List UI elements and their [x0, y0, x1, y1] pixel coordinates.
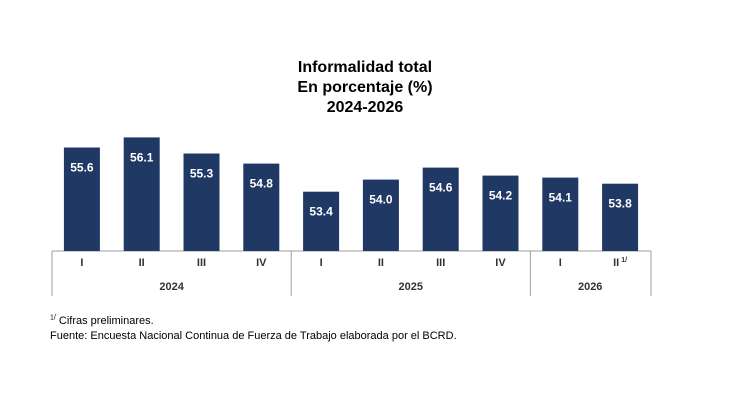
bar: [183, 153, 220, 251]
footnote-preliminary-text: Cifras preliminares.: [58, 315, 154, 327]
bar: [123, 137, 160, 251]
bar: [542, 177, 579, 251]
x-tick-label: I: [80, 257, 83, 269]
x-tick-label: II: [378, 257, 384, 269]
group-label: 2026: [578, 281, 602, 293]
data-label: 53.8: [608, 197, 632, 211]
chart-title: Informalidad total En porcentaje (%) 202…: [0, 58, 730, 118]
data-label: 55.3: [190, 167, 214, 181]
group-label: 2024: [159, 281, 184, 293]
data-label: 54.0: [369, 193, 393, 207]
x-tick-label: III: [436, 257, 445, 269]
x-tick-label: I: [559, 257, 562, 269]
data-label: 53.4: [309, 205, 333, 219]
data-label: 56.1: [130, 150, 154, 164]
bar: [303, 191, 340, 251]
bar: [362, 179, 399, 251]
x-tick-label: II: [139, 257, 145, 269]
x-tick-label: I: [320, 257, 323, 269]
footnote-preliminary: 1/ Cifras preliminares.: [50, 314, 457, 329]
footnote-source: Fuente: Encuesta Nacional Continua de Fu…: [50, 330, 457, 342]
chart-title-line-2: En porcentaje (%): [297, 79, 433, 96]
data-label: 55.6: [70, 161, 94, 175]
x-tick-label: II 1/: [613, 257, 627, 269]
data-label: 54.1: [549, 191, 573, 205]
chart-title-line-3: 2024-2026: [326, 99, 404, 116]
bar: [602, 183, 639, 251]
bar: [63, 147, 100, 251]
x-tick-label: IV: [256, 257, 267, 269]
group-label: 2025: [399, 281, 423, 293]
bar: [482, 175, 519, 251]
footnotes: 1/ Cifras preliminares. Fuente: Encuesta…: [50, 314, 457, 344]
footnote-marker: 1/: [50, 314, 56, 322]
data-label: 54.6: [429, 181, 453, 195]
chart-title-line-1: Informalidad total: [297, 59, 433, 76]
x-tick-label: III: [197, 257, 206, 269]
x-tick-label: IV: [495, 257, 506, 269]
bar: [422, 167, 459, 251]
data-label: 54.2: [489, 189, 513, 203]
data-label: 54.8: [250, 177, 274, 191]
bar: [243, 163, 280, 251]
